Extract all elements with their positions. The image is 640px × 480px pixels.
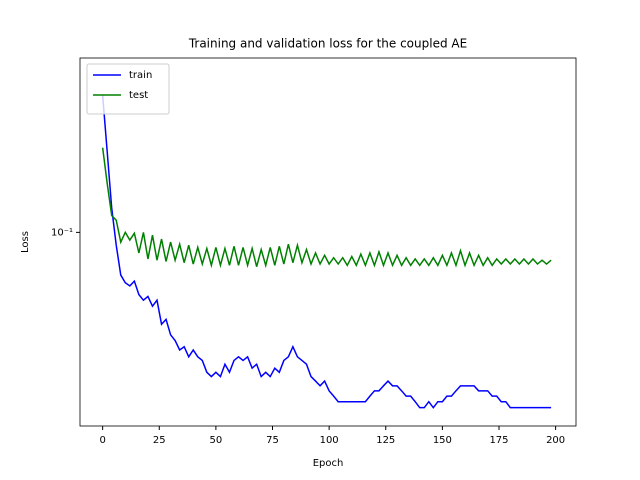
x-tick-label: 25: [153, 435, 166, 446]
x-tick-label: 50: [210, 435, 223, 446]
x-tick-label: 0: [99, 435, 105, 446]
y-axis-label: Loss: [20, 231, 31, 253]
x-tick-label: 125: [376, 435, 395, 446]
x-tick-label: 200: [546, 435, 565, 446]
legend-box: [86, 63, 170, 115]
legend-label: train: [129, 70, 152, 81]
chart-title: Training and validation loss for the cou…: [188, 37, 467, 51]
line-series: [101, 147, 552, 269]
x-tick-label: 175: [489, 435, 508, 446]
x-tick-label: 75: [266, 435, 279, 446]
x-axis-label: Epoch: [313, 458, 344, 469]
x-tick-label: 100: [320, 435, 339, 446]
x-tick-label: 150: [433, 435, 452, 446]
line-series: [101, 95, 552, 409]
legend-label: test: [129, 90, 148, 101]
y-tick-label: 10⁻¹: [51, 227, 73, 238]
plot-frame: [79, 57, 577, 427]
